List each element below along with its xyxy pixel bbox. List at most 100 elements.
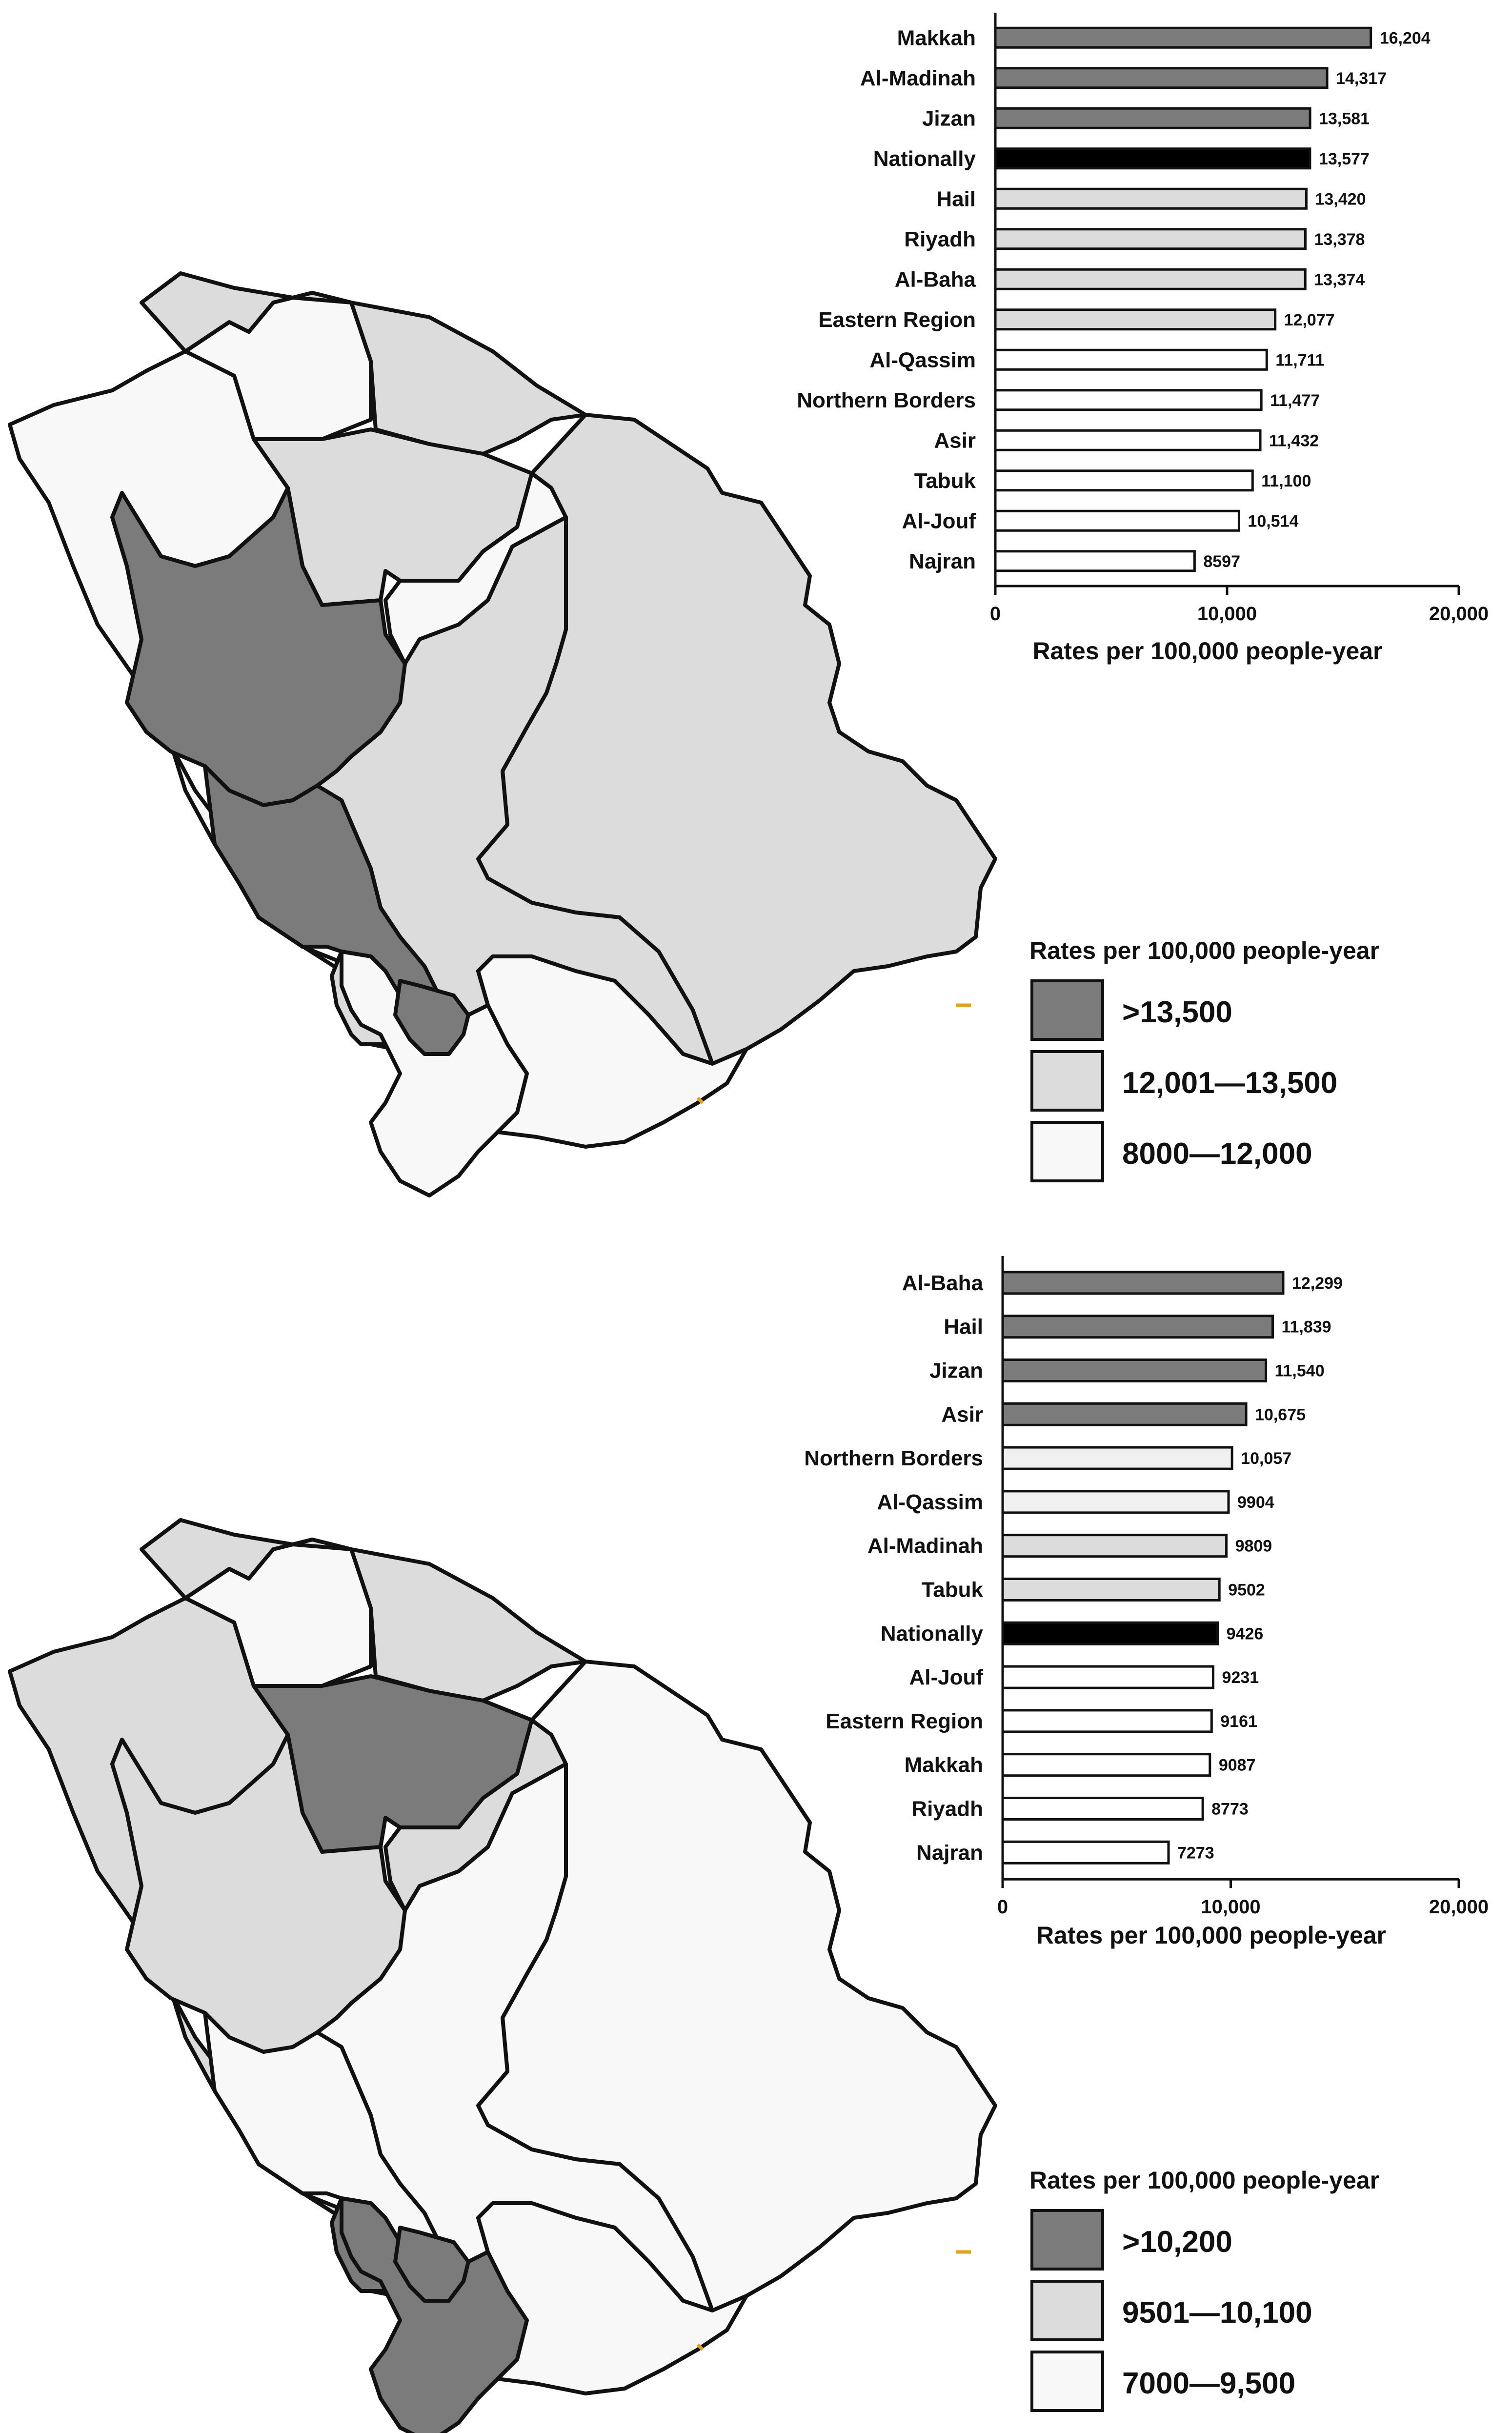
x-tick-label: 10,000 (1201, 1896, 1260, 1918)
legend-swatch-light (1030, 2280, 1104, 2341)
value-label: 8773 (1211, 1800, 1249, 1819)
bar (1001, 1271, 1285, 1295)
value-label: 11,432 (1269, 431, 1319, 450)
legend-label-dark: >13,500 (1122, 995, 1232, 1029)
category-label: Northern Borders (804, 1446, 983, 1470)
bar (994, 107, 1311, 129)
coast-accent-1 (696, 1003, 971, 1104)
category-label: Makkah (905, 1753, 983, 1777)
category-label: Tabuk (922, 1578, 984, 1602)
category-label: Eastern Region (818, 308, 976, 332)
value-label: 16,204 (1380, 29, 1431, 47)
legend-swatch-white (1030, 2351, 1104, 2412)
bar (1001, 1840, 1170, 1865)
category-label: Al-Madinah (867, 1534, 983, 1558)
map-region-jizan (393, 2226, 470, 2303)
bar (994, 187, 1308, 210)
category-label: Jizan (929, 1359, 983, 1383)
legend-swatch-light (1030, 1050, 1104, 1112)
bar (1001, 1446, 1233, 1470)
value-label: 7273 (1177, 1844, 1214, 1862)
saudi-regions-map-2 (8, 1518, 997, 2433)
value-label: 9502 (1228, 1581, 1265, 1600)
category-label: Tabuk (914, 469, 976, 493)
bar (994, 147, 1311, 170)
category-label: Asir (934, 428, 976, 452)
legend-title: Rates per 100,000 people-year (1029, 937, 1379, 964)
bar (1001, 1534, 1228, 1558)
value-label: 13,378 (1314, 230, 1365, 249)
category-label: Riyadh (904, 227, 976, 251)
value-label: 13,581 (1319, 109, 1370, 128)
legend-1: Rates per 100,000 people-year >13,500 12… (1029, 937, 1379, 1182)
value-label: 9161 (1220, 1712, 1257, 1731)
map-region-najran (476, 2201, 748, 2395)
legend-2: Rates per 100,000 people-year >10,200 95… (1029, 2167, 1379, 2412)
value-label: 10,057 (1241, 1449, 1291, 1468)
map-region-madinah (110, 1733, 407, 2054)
map-region-jizan (393, 979, 470, 1056)
legend-label-white: 8000—12,000 (1122, 1137, 1312, 1171)
value-label: 9904 (1237, 1493, 1274, 1512)
legend-label-light: 12,001—13,500 (1122, 1066, 1337, 1100)
category-label: Hail (936, 187, 976, 211)
value-label: 13,374 (1314, 270, 1365, 289)
category-label: Al-Baha (902, 1271, 984, 1295)
x-tick-label: 0 (990, 603, 1001, 625)
value-label: 11,711 (1275, 351, 1324, 369)
bar-chart-2: Al-Baha 12,299 Hail 11,839 Jizan 11,540 Asir 10… (804, 1256, 1489, 1949)
bar (1001, 1709, 1213, 1733)
map-region-northern-borders (140, 1518, 587, 1703)
bar (994, 550, 1196, 572)
category-label: Northern Borders (797, 388, 976, 412)
x-tick-label: 0 (997, 1896, 1008, 1918)
value-label: 11,100 (1261, 472, 1311, 490)
legend-title: Rates per 100,000 people-year (1029, 2167, 1379, 2194)
map-region-madinah (110, 486, 407, 807)
category-label: Nationally (873, 147, 976, 171)
category-label: Al-Qassim (869, 348, 976, 372)
value-label: 11,477 (1270, 391, 1320, 410)
bar (1001, 1402, 1248, 1426)
saudi-regions-map-1 (8, 271, 997, 1197)
bar (994, 469, 1254, 492)
category-label: Al-Madinah (860, 66, 976, 90)
category-label: Riyadh (911, 1797, 983, 1821)
category-label: Najran (909, 549, 976, 573)
value-label: 9426 (1227, 1624, 1264, 1643)
map-region-najran (476, 954, 748, 1149)
value-label: 13,420 (1315, 190, 1366, 208)
value-label: 12,077 (1284, 311, 1335, 329)
bar (1001, 1753, 1211, 1777)
bar (994, 429, 1262, 451)
bar (1001, 1797, 1204, 1821)
bar (994, 268, 1307, 290)
legend-swatch-dark (1030, 2209, 1104, 2271)
coast-accent-2 (696, 2250, 971, 2351)
x-tick-label: 20,000 (1429, 1896, 1489, 1918)
bar (994, 509, 1240, 532)
x-axis-title: Rates per 100,000 people-year (1036, 1922, 1386, 1949)
x-tick-label: 10,000 (1197, 603, 1257, 625)
bar (1001, 1578, 1221, 1602)
x-axis-title: Rates per 100,000 people-year (1032, 637, 1382, 665)
value-label: 9231 (1222, 1668, 1259, 1687)
category-label: Al-Jouf (909, 1665, 983, 1689)
bar (994, 308, 1277, 331)
legend-swatch-white (1030, 1121, 1104, 1182)
bar (994, 228, 1307, 250)
category-label: Makkah (897, 26, 976, 50)
bar (994, 67, 1329, 89)
x-tick-label: 20,000 (1429, 603, 1489, 625)
category-label: Asir (941, 1402, 983, 1426)
value-label: 13,577 (1319, 150, 1370, 168)
bar (1001, 1490, 1230, 1514)
bar (1001, 1358, 1267, 1382)
category-label: Al-Qassim (877, 1490, 983, 1514)
category-label: Najran (916, 1841, 983, 1865)
value-label: 11,839 (1281, 1318, 1331, 1337)
bar (1001, 1665, 1215, 1689)
category-label: Al-Jouf (902, 509, 976, 533)
legend-label-white: 7000—9,500 (1122, 2367, 1295, 2400)
